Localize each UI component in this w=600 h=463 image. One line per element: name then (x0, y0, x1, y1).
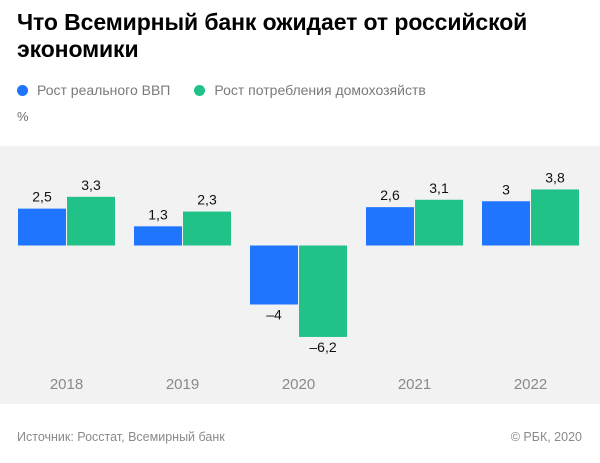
legend-label-consumption: Рост потребления домохозяйств (214, 82, 426, 98)
data-label-gdp-2018: 2,5 (32, 189, 52, 205)
data-label-consumption-2019: 2,3 (197, 192, 217, 208)
legend-swatch-consumption (194, 84, 206, 96)
bar-consumption-2021 (415, 199, 463, 246)
data-label-consumption-2020: –6,2 (309, 339, 336, 355)
copyright-note: © РБК, 2020 (510, 430, 582, 444)
legend-item-gdp: Рост реального ВВП (17, 82, 170, 98)
bar-consumption-2022 (531, 189, 579, 246)
legend-swatch-gdp (17, 84, 28, 96)
unit-label: % (17, 109, 29, 124)
data-label-gdp-2019: 1,3 (148, 206, 168, 222)
bar-gdp-2019 (134, 226, 182, 246)
data-label-consumption-2018: 3,3 (81, 177, 101, 193)
chart-title: Что Всемирный банк ожидает от российской… (17, 9, 528, 62)
bar-gdp-2020 (250, 245, 298, 305)
data-label-gdp-2021: 2,6 (380, 187, 400, 203)
bar-gdp-2022 (482, 201, 530, 246)
bar-consumption-2019 (183, 211, 231, 246)
source-note: Источник: Росстат, Всемирный банк (17, 430, 225, 444)
bar-gdp-2021 (366, 207, 414, 246)
bar-consumption-2020 (299, 245, 347, 337)
bar-chart: 2,5 3,3 2018 1,3 2,3 2019 –4 –6,2 2020 2,6 3,1 2021… (0, 146, 600, 404)
x-tick-label-2021: 2021 (398, 376, 431, 393)
bar-consumption-2018 (67, 196, 115, 246)
bar-gdp-2018 (18, 208, 66, 246)
x-tick-label-2022: 2022 (514, 376, 547, 393)
legend-item-consumption: Рост потребления домохозяйств (194, 82, 426, 98)
data-label-consumption-2022: 3,8 (545, 169, 565, 185)
data-label-gdp-2022: 3 (502, 181, 510, 197)
x-tick-label-2020: 2020 (282, 376, 315, 393)
x-tick-label-2019: 2019 (166, 376, 199, 393)
legend: Рост реального ВВП Рост потребления домо… (17, 80, 450, 100)
legend-label-gdp: Рост реального ВВП (37, 82, 171, 98)
data-label-gdp-2020: –4 (266, 307, 282, 323)
data-label-consumption-2021: 3,1 (429, 180, 449, 196)
x-tick-label-2018: 2018 (50, 376, 83, 393)
